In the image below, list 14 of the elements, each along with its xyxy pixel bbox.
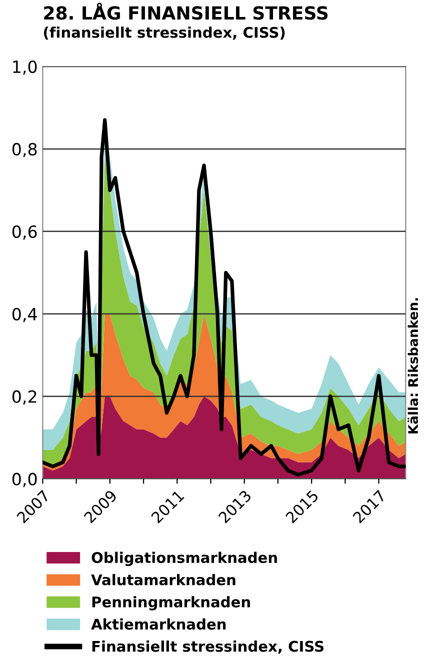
y-tick-label: 0,0 xyxy=(12,472,37,488)
y-tick-label: 1,0 xyxy=(13,60,37,75)
text: Källa: Riksbanken. xyxy=(408,298,418,434)
y-tick-label: 0,2 xyxy=(12,390,36,405)
legend-label: Finansiellt stressindex, CISS xyxy=(92,640,324,654)
legend-label: Aktiemarknaden xyxy=(91,618,226,630)
chart-title: 28. LÅG FINANSIELL STRESS xyxy=(44,2,328,20)
chart-subtitle: (finansiellt stressindex, CISS) xyxy=(44,26,285,40)
legend-label: Penningmarknaden xyxy=(92,596,250,610)
y-tick-label: 0,6 xyxy=(12,225,37,240)
y-tick-label: 0,4 xyxy=(12,308,37,322)
y-tick-label: 0,8 xyxy=(12,142,37,158)
legend-label: Obligationsmarknaden xyxy=(92,552,277,566)
legend-label: Valutamarknaden xyxy=(91,574,236,586)
